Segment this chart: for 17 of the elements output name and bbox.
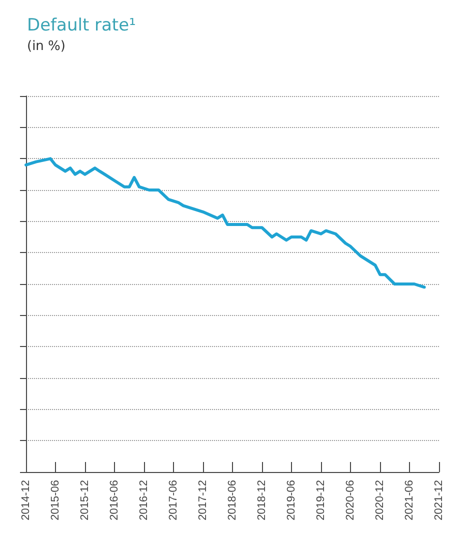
chart-subtitle: (in %) <box>27 39 66 54</box>
x-tick-label: 2015-06 <box>49 480 62 520</box>
x-tick-label: 2019-06 <box>285 480 298 520</box>
x-tick-label: 2017-06 <box>167 480 180 520</box>
x-tick-label: 2016-06 <box>108 480 121 520</box>
x-tick-label: 2018-06 <box>226 480 238 520</box>
x-tick-label: 2016-12 <box>138 480 150 520</box>
x-tick-label: 2014-12 <box>20 480 32 520</box>
chart-title: Default rate¹ <box>27 16 136 36</box>
x-tick-label: 2021-12 <box>433 480 445 520</box>
x-tick-label: 2020-06 <box>344 480 356 520</box>
x-tick-label: 2017-12 <box>197 480 210 520</box>
x-tick-label: 2020-12 <box>374 480 386 520</box>
x-tick-label: 2019-12 <box>314 480 327 520</box>
x-tick-label: 2021-06 <box>403 480 416 520</box>
x-tick-label: 2015-12 <box>78 480 91 520</box>
x-tick-label: 2018-12 <box>256 480 268 520</box>
